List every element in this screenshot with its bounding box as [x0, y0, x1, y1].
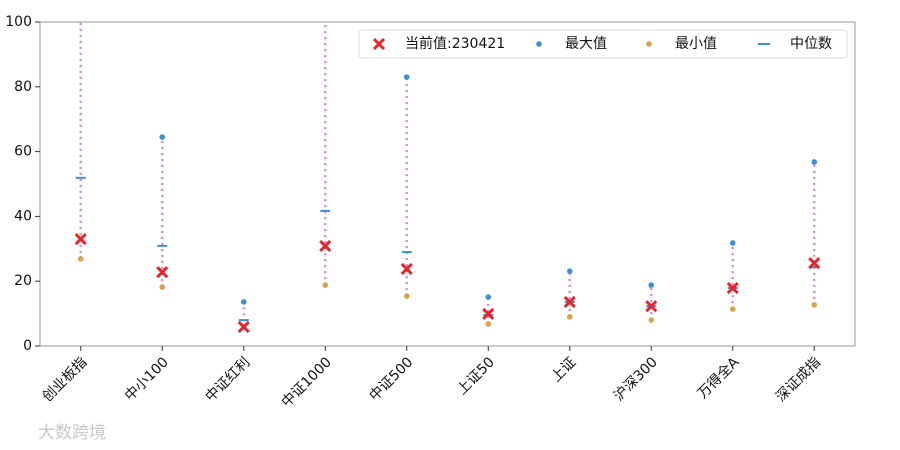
dot-marker: [240, 299, 247, 305]
x-tick-label: 创业板指: [39, 354, 90, 405]
y-tick-label: 100: [5, 14, 32, 30]
y-tick-label: 20: [14, 273, 32, 289]
current-marker: [400, 262, 413, 275]
legend-label: 最大值: [565, 36, 607, 52]
legend-marker: [536, 41, 542, 47]
current-marker: [726, 281, 739, 295]
current-marker: [645, 300, 658, 313]
dot-marker: [485, 294, 492, 300]
current-marker: [319, 239, 332, 252]
plot-frame: [39, 21, 856, 347]
legend-item: 当前值:230421: [372, 35, 505, 52]
current-marker: [74, 233, 87, 246]
legend-label: 中位数: [790, 36, 832, 52]
legend-marker: [372, 37, 386, 51]
x-tick-label: 中证红利: [202, 354, 253, 405]
dot-marker: [566, 314, 573, 320]
x-tick-label: 沪深300: [611, 354, 661, 404]
current-marker: [237, 320, 250, 333]
current-marker: [482, 307, 495, 320]
dot-marker: [485, 321, 492, 327]
legend-marker: [646, 41, 652, 47]
dot-marker: [648, 282, 655, 288]
x-tick-label: 上证50: [454, 354, 498, 398]
y-tick-label: 80: [14, 79, 32, 95]
x-tick-label: 中证1000: [279, 354, 335, 410]
dot-marker: [322, 282, 329, 288]
x-tick-label: 中证500: [366, 354, 416, 404]
current-marker: [156, 266, 169, 279]
y-tick-label: 60: [14, 144, 32, 160]
dot-marker: [566, 268, 573, 274]
dot-marker: [811, 302, 818, 308]
legend-item: 最小值: [646, 36, 717, 52]
plot-area: [74, 22, 821, 333]
y-tick-label: 40: [14, 208, 32, 224]
dot-marker: [403, 293, 410, 299]
dot-marker: [159, 134, 166, 140]
dot-marker: [729, 240, 736, 246]
dot-marker: [159, 284, 166, 290]
current-marker: [563, 295, 576, 308]
legend-item: 最大值: [536, 36, 607, 52]
legend-item: 中位数: [758, 36, 832, 52]
dot-marker: [77, 256, 84, 262]
x-tick-label: 上证: [548, 354, 579, 385]
dot-marker: [403, 74, 410, 80]
legend-label: 当前值:230421: [405, 35, 505, 52]
x-tick-label: 万得全A: [694, 353, 743, 402]
x-tick-label: 中小100: [122, 354, 172, 404]
legend-box: [358, 29, 848, 59]
y-tick-label: 0: [23, 338, 32, 354]
current-marker: [808, 256, 821, 270]
dot-marker: [648, 317, 655, 323]
watermark: 大数跨境: [38, 423, 106, 443]
dot-marker: [811, 159, 818, 165]
dot-marker: [729, 306, 736, 312]
legend-label: 最小值: [675, 36, 717, 52]
x-tick-label: 深证成指: [773, 354, 824, 405]
